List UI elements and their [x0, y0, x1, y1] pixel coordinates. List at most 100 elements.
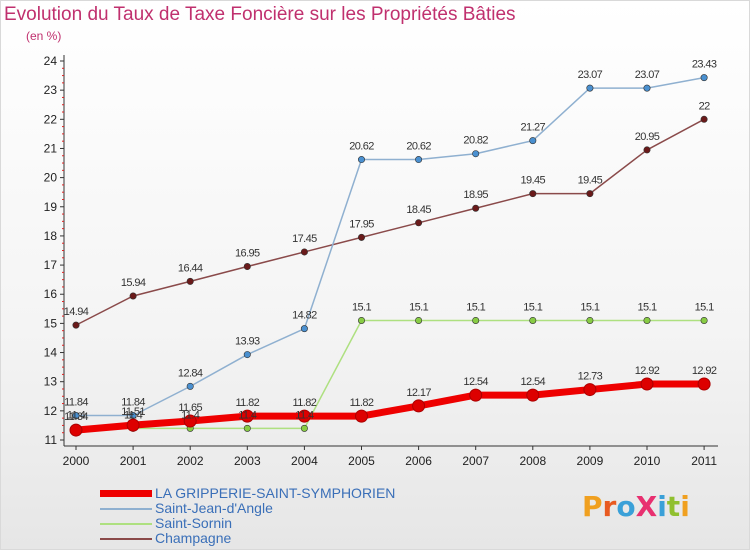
data-label: 11.4 — [295, 409, 314, 421]
y-tick-label: 18 — [44, 229, 58, 243]
y-tick-label: 12 — [44, 404, 58, 418]
y-tick-label: 21 — [44, 141, 58, 155]
data-point — [586, 190, 594, 198]
data-label: 11.84 — [64, 397, 88, 409]
data-label: 11.82 — [350, 397, 374, 409]
data-point — [243, 351, 251, 359]
data-label: 15.1 — [352, 301, 371, 313]
data-label: 18.95 — [463, 189, 488, 201]
data-point — [472, 150, 480, 158]
data-label: 18.45 — [406, 204, 431, 216]
data-label: 23.43 — [692, 59, 717, 71]
data-label: 17.45 — [292, 233, 317, 245]
data-point — [72, 412, 80, 420]
data-point — [697, 377, 711, 391]
data-point — [700, 115, 708, 123]
data-label: 20.82 — [463, 135, 488, 147]
data-label: 15.1 — [466, 301, 485, 313]
data-point — [129, 292, 137, 300]
data-label: 15.1 — [580, 301, 599, 313]
data-point — [640, 377, 654, 391]
data-label: 23.07 — [635, 69, 660, 81]
data-label: 16.44 — [178, 262, 203, 274]
data-point — [586, 316, 594, 324]
data-label: 22 — [699, 100, 711, 112]
y-tick-label: 15 — [44, 316, 58, 330]
x-tick-label: 2003 — [234, 454, 261, 468]
data-label: 12.84 — [178, 367, 203, 379]
data-label: 15.1 — [637, 301, 656, 313]
x-tick-label: 2006 — [405, 454, 432, 468]
data-label: 20.62 — [349, 141, 374, 153]
proxiti-logo: ProXiti — [582, 490, 690, 523]
y-tick-label: 16 — [44, 287, 58, 301]
data-label: 11.84 — [121, 397, 145, 409]
data-point — [472, 204, 480, 212]
data-label: 11.34 — [64, 411, 88, 423]
y-tick-label: 17 — [44, 258, 58, 272]
data-point — [583, 383, 597, 397]
data-label: 15.1 — [695, 301, 714, 313]
data-label: 11.4 — [67, 409, 86, 421]
x-tick-label: 2002 — [177, 454, 204, 468]
logo-letter: i — [680, 490, 690, 523]
y-tick-label: 24 — [44, 54, 58, 68]
data-point — [357, 316, 365, 324]
y-tick-label: 13 — [44, 375, 58, 389]
y-tick-label: 19 — [44, 200, 58, 214]
data-point — [643, 146, 651, 154]
chart-data-labels: 11.34 11.51 11.65 11.82 11.82 11.82 12.17 12.54… — [64, 59, 718, 423]
y-tick-label: 23 — [44, 83, 58, 97]
data-label: 14.94 — [64, 306, 89, 318]
legend-swatch — [100, 523, 152, 525]
data-point — [643, 316, 651, 324]
x-tick-label: 2011 — [691, 454, 717, 468]
data-label: 15.1 — [523, 301, 542, 313]
series-line — [75, 118, 705, 326]
logo-letter: P — [582, 490, 603, 523]
data-point — [526, 388, 540, 402]
data-point — [643, 84, 651, 92]
x-tick-label: 2008 — [519, 454, 546, 468]
data-point — [355, 409, 368, 423]
data-label: 19.45 — [521, 175, 546, 187]
data-label: 11.51 — [121, 406, 145, 418]
legend-swatch — [100, 490, 152, 497]
data-point — [126, 418, 140, 432]
data-point — [412, 399, 426, 413]
legend-swatch — [100, 538, 152, 540]
y-tick-label: 14 — [44, 346, 58, 360]
data-point — [243, 424, 251, 432]
chart-axes: 11 12 13 14 15 16 17 18 19 20 21 22 23 24 2000 2001 2002… — [44, 54, 718, 468]
data-point — [243, 263, 251, 271]
y-tick-label: 20 — [44, 171, 58, 185]
data-point — [469, 388, 483, 402]
data-label: 20.62 — [406, 141, 431, 153]
data-point — [357, 233, 365, 241]
x-tick-label: 2000 — [63, 454, 90, 468]
data-point — [529, 316, 537, 324]
data-label: 12.92 — [692, 365, 717, 377]
data-label: 11.82 — [235, 397, 259, 409]
data-label: 13.93 — [235, 336, 260, 348]
data-point — [297, 409, 311, 423]
data-label: 12.92 — [635, 365, 660, 377]
data-point — [300, 248, 308, 256]
data-point — [183, 414, 197, 428]
data-label: 11.82 — [293, 397, 317, 409]
legend-swatch — [100, 508, 152, 510]
data-label: 11.4 — [124, 409, 143, 421]
data-label: 21.27 — [521, 122, 546, 134]
data-label: 12.73 — [578, 371, 603, 383]
logo-letter: r — [602, 490, 617, 523]
data-point — [415, 156, 423, 164]
logo-letter: t — [666, 490, 681, 523]
legend-label: Champagne — [155, 530, 232, 546]
data-label: 20.95 — [635, 131, 660, 143]
data-point — [186, 382, 194, 390]
data-point — [472, 316, 480, 324]
data-point — [415, 219, 423, 227]
logo-letter: X — [635, 490, 658, 523]
data-label: 17.95 — [349, 218, 374, 230]
